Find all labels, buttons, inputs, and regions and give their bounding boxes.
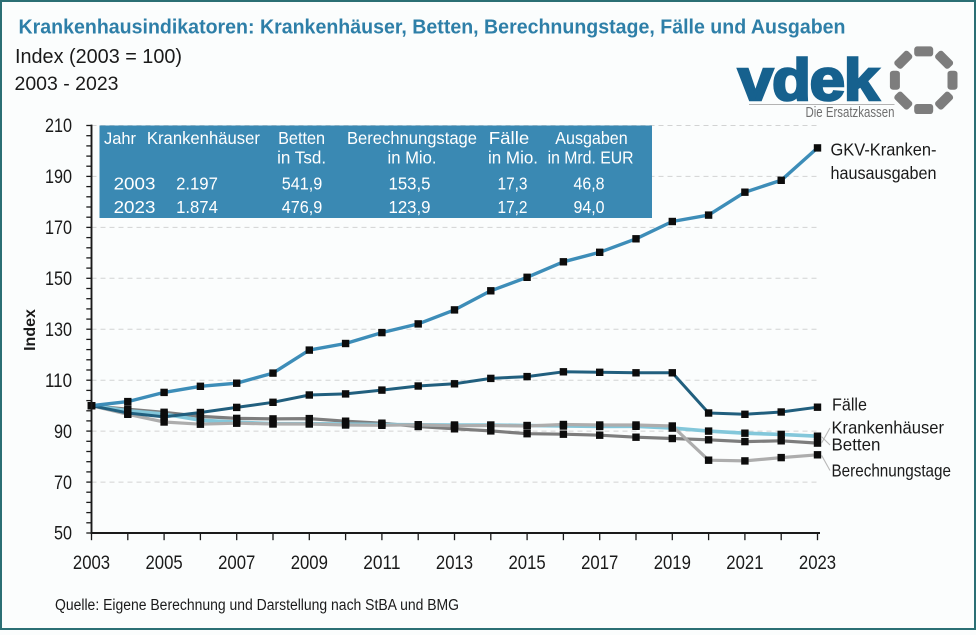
svg-text:123,9: 123,9 bbox=[389, 197, 431, 217]
svg-text:17,2: 17,2 bbox=[498, 197, 528, 217]
svg-text:hausausgaben: hausausgaben bbox=[831, 163, 937, 183]
svg-text:190: 190 bbox=[45, 167, 72, 188]
svg-text:2003 - 2023: 2003 - 2023 bbox=[15, 74, 119, 95]
svg-text:Berechnungstage: Berechnungstage bbox=[347, 128, 477, 148]
svg-text:210: 210 bbox=[45, 116, 72, 137]
svg-text:170: 170 bbox=[45, 218, 72, 239]
svg-text:541,9: 541,9 bbox=[282, 174, 323, 194]
svg-text:in Mrd. EUR: in Mrd. EUR bbox=[548, 148, 634, 168]
svg-text:50: 50 bbox=[54, 524, 72, 545]
svg-text:150: 150 bbox=[45, 269, 72, 290]
svg-text:GKV-Kranken-: GKV-Kranken- bbox=[831, 139, 937, 159]
svg-text:153,5: 153,5 bbox=[389, 174, 431, 194]
svg-text:90: 90 bbox=[54, 422, 72, 443]
svg-text:2023: 2023 bbox=[114, 197, 156, 217]
svg-text:110: 110 bbox=[45, 371, 72, 392]
svg-text:1.874: 1.874 bbox=[176, 197, 218, 217]
svg-text:Fälle: Fälle bbox=[832, 394, 867, 414]
svg-text:2015: 2015 bbox=[509, 553, 546, 574]
svg-text:2023: 2023 bbox=[799, 553, 836, 574]
svg-text:Berechnungstage: Berechnungstage bbox=[832, 461, 952, 481]
svg-text:Die Ersatzkassen: Die Ersatzkassen bbox=[806, 105, 895, 121]
svg-text:Krankenhäuser: Krankenhäuser bbox=[832, 418, 945, 438]
svg-text:2003: 2003 bbox=[114, 174, 156, 194]
svg-text:in Mio.: in Mio. bbox=[388, 148, 437, 168]
svg-text:2009: 2009 bbox=[291, 553, 328, 574]
svg-text:2011: 2011 bbox=[363, 553, 400, 574]
svg-text:2005: 2005 bbox=[146, 553, 183, 574]
svg-text:vdek: vdek bbox=[738, 48, 880, 113]
svg-text:in Tsd.: in Tsd. bbox=[277, 148, 326, 168]
svg-text:70: 70 bbox=[54, 473, 72, 494]
svg-text:17,3: 17,3 bbox=[498, 174, 528, 194]
svg-text:Index (2003 = 100): Index (2003 = 100) bbox=[15, 46, 182, 68]
svg-text:2013: 2013 bbox=[436, 553, 473, 574]
svg-text:Betten: Betten bbox=[278, 128, 325, 148]
svg-text:2017: 2017 bbox=[581, 553, 618, 574]
svg-text:476,9: 476,9 bbox=[282, 197, 323, 217]
svg-text:in Mio.: in Mio. bbox=[488, 148, 538, 168]
svg-text:2019: 2019 bbox=[654, 553, 691, 574]
svg-text:Betten: Betten bbox=[832, 435, 881, 455]
svg-text:2003: 2003 bbox=[73, 553, 110, 574]
svg-text:94,0: 94,0 bbox=[574, 197, 605, 217]
svg-text:Index: Index bbox=[22, 309, 39, 351]
svg-text:Krankenhausindikatoren: Kranke: Krankenhausindikatoren: Krankenhäuser, B… bbox=[19, 16, 846, 39]
svg-text:Krankenhäuser: Krankenhäuser bbox=[147, 128, 260, 148]
svg-text:2021: 2021 bbox=[726, 553, 763, 574]
svg-text:Fälle: Fälle bbox=[489, 128, 530, 148]
svg-text:130: 130 bbox=[45, 320, 72, 341]
svg-text:Ausgaben: Ausgaben bbox=[555, 128, 627, 148]
svg-text:Jahr: Jahr bbox=[104, 129, 136, 148]
svg-text:2.197: 2.197 bbox=[176, 174, 218, 194]
svg-text:2007: 2007 bbox=[218, 553, 255, 574]
svg-text:Quelle: Eigene Berechnung und: Quelle: Eigene Berechnung und Darstellun… bbox=[55, 597, 459, 614]
svg-text:46,8: 46,8 bbox=[574, 174, 605, 194]
